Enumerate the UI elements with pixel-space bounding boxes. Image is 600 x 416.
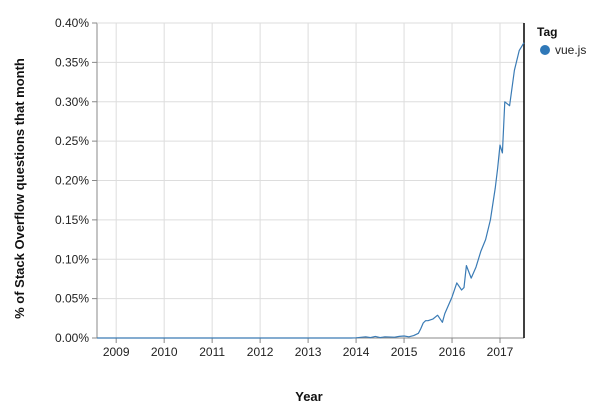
x-tick-label: 2015 xyxy=(391,345,418,359)
series-layer xyxy=(97,42,525,339)
x-tick-label: 2010 xyxy=(151,345,178,359)
legend-marker-vue-js xyxy=(540,45,550,55)
x-axis-title: Year xyxy=(295,389,322,404)
x-tick-label: 2012 xyxy=(247,345,274,359)
y-tick-label: 0.40% xyxy=(55,16,89,30)
grid xyxy=(97,22,524,339)
y-tick-label: 0.10% xyxy=(55,252,89,266)
legend-title: Tag xyxy=(537,25,557,39)
x-tick-label: 2014 xyxy=(343,345,370,359)
y-tick-label: 0.05% xyxy=(55,292,89,306)
y-tick-label: 0.20% xyxy=(55,174,89,188)
y-tick-label: 0.15% xyxy=(55,213,89,227)
y-tick-label: 0.00% xyxy=(55,331,89,345)
y-tick-label: 0.35% xyxy=(55,55,89,69)
y-axis-title: % of Stack Overflow questions that month xyxy=(12,58,27,319)
x-tick-label: 2016 xyxy=(439,345,466,359)
x-tick-label: 2011 xyxy=(199,345,225,359)
x-tick-label: 2013 xyxy=(295,345,322,359)
x-tick-label: 2017 xyxy=(487,345,514,359)
tick-labels: 2009 2010 2011 2012 2013 2014 2015 2016 2017 0.00… xyxy=(55,16,514,359)
y-tick-label: 0.30% xyxy=(55,95,89,109)
x-tick-label: 2009 xyxy=(103,345,130,359)
series-line-vue-js xyxy=(97,42,525,339)
y-tick-label: 0.25% xyxy=(55,134,89,148)
legend-label-vue-js: vue.js xyxy=(555,43,586,57)
legend: Tag vue.js xyxy=(537,25,586,57)
